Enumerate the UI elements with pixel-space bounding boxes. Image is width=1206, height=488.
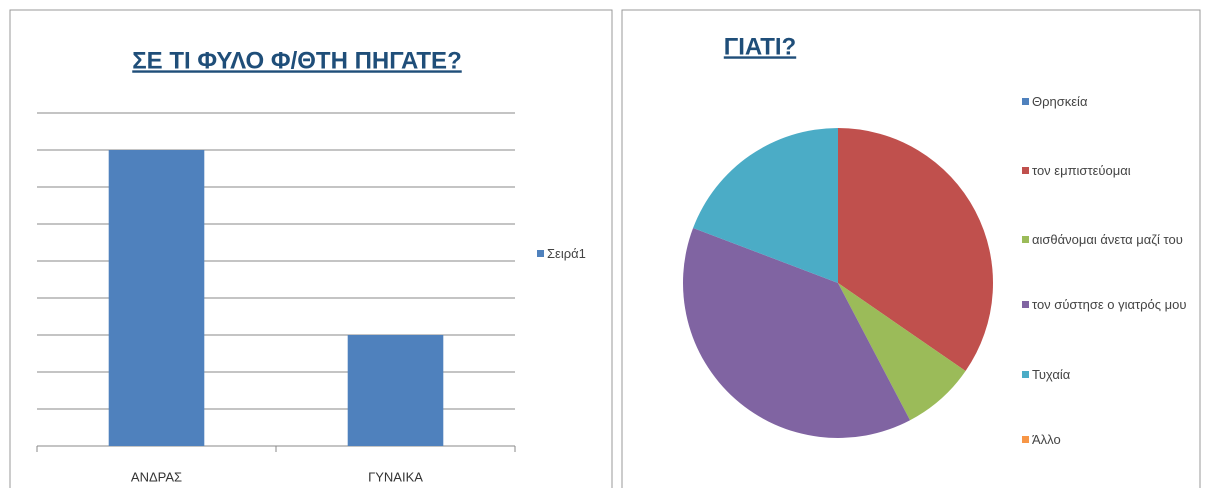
bar xyxy=(108,150,205,446)
pie-slice xyxy=(838,283,966,421)
legend-swatch xyxy=(1022,236,1029,243)
legend-item: Άλλο xyxy=(1022,429,1192,451)
pie-slice xyxy=(683,228,911,439)
legend-label: Θρησκεία xyxy=(1032,94,1088,109)
bar-panel xyxy=(9,9,613,488)
legend-label: Άλλο xyxy=(1032,432,1061,447)
legend-item: αισθάνομαι άνετα μαζί του xyxy=(1022,229,1192,251)
legend-item: Τυχαία xyxy=(1022,364,1192,386)
legend-label: αισθάνομαι άνετα μαζί του xyxy=(1032,232,1183,247)
legend-label: Τυχαία xyxy=(1032,367,1071,382)
legend-label: Σειρά1 xyxy=(547,246,586,261)
legend-swatch xyxy=(1022,301,1029,308)
pie-slice xyxy=(693,128,838,283)
bar xyxy=(347,335,444,446)
legend-item: Θρησκεία xyxy=(1022,91,1192,113)
legend-item: τον σύστησε ο γιατρός μου xyxy=(1022,294,1192,316)
legend-item: Σειρά1 xyxy=(537,243,707,265)
legend-swatch xyxy=(1022,98,1029,105)
legend-label: τον εμπιστεύομαι xyxy=(1032,163,1131,178)
chart-title: ΣΕ ΤΙ ΦΥΛΟ Φ/ΘΤΗ ΠΗΓΑΤΕ? xyxy=(132,47,461,74)
legend-label: τον σύστησε ο γιατρός μου xyxy=(1032,297,1187,312)
pie-slice xyxy=(838,128,993,372)
legend-item: τον εμπιστεύομαι xyxy=(1022,160,1192,182)
legend-swatch xyxy=(537,250,544,257)
legend-swatch xyxy=(1022,436,1029,443)
legend-swatch xyxy=(1022,371,1029,378)
chart-title: ΓΙΑΤΙ? xyxy=(724,33,796,60)
x-tick-label: ΓΥΝΑΙΚΑ xyxy=(368,469,423,484)
legend-swatch xyxy=(1022,167,1029,174)
x-tick-label: ΑΝΔΡΑΣ xyxy=(131,469,182,484)
